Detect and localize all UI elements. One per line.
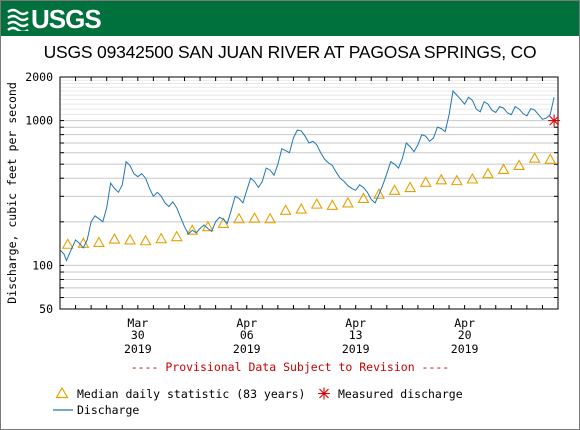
median-point bbox=[233, 212, 245, 224]
median-point bbox=[373, 188, 385, 199]
x-tick-label-year: 2019 bbox=[451, 342, 479, 356]
x-tick-label-month: Apr bbox=[345, 316, 366, 330]
usgs-logo[interactable]: USGS bbox=[7, 3, 102, 34]
median-point bbox=[513, 159, 526, 171]
median-point bbox=[201, 220, 214, 232]
legend-label-median: Median daily statistic (83 years) bbox=[77, 387, 305, 401]
measured-markers bbox=[548, 114, 561, 127]
y-tick-label: 2000 bbox=[25, 70, 53, 84]
measured-point bbox=[548, 114, 561, 127]
median-point bbox=[61, 238, 74, 249]
x-tick-label-year: 2019 bbox=[342, 342, 370, 356]
median-point bbox=[124, 233, 136, 245]
median-point bbox=[388, 184, 401, 195]
x-tick-label-year: 2019 bbox=[124, 342, 152, 356]
axis-ticks bbox=[59, 76, 559, 310]
y-axis-label: Discharge, cubic feet per second bbox=[5, 82, 19, 304]
median-point bbox=[139, 234, 152, 246]
median-point bbox=[466, 172, 479, 184]
x-tick-label-year: 2019 bbox=[233, 342, 261, 356]
legend-label-measured: Measured discharge bbox=[338, 387, 463, 401]
median-point bbox=[310, 197, 323, 209]
median-point bbox=[404, 181, 417, 193]
median-point bbox=[248, 212, 261, 223]
legend-item-measured: Measured discharge bbox=[318, 387, 463, 401]
median-point bbox=[295, 202, 308, 214]
legend: Median daily statistic (83 years) Measur… bbox=[53, 386, 463, 417]
x-tick-label-day: 30 bbox=[131, 328, 145, 342]
median-point bbox=[326, 199, 339, 210]
usgs-logo-text: USGS bbox=[31, 3, 102, 34]
chart-title: USGS 09342500 SAN JUAN RIVER AT PAGOSA S… bbox=[43, 42, 537, 62]
plot-area-border bbox=[59, 76, 559, 310]
y-tick-label: 1000 bbox=[25, 114, 53, 128]
usgs-wave-icon bbox=[7, 8, 29, 31]
median-point bbox=[435, 173, 448, 185]
median-point bbox=[108, 232, 121, 244]
median-markers bbox=[61, 152, 557, 249]
grid-lines bbox=[60, 76, 558, 310]
median-point bbox=[170, 230, 183, 242]
discharge-series-line bbox=[59, 89, 555, 262]
x-tick-label-month: Apr bbox=[236, 316, 257, 330]
median-point bbox=[279, 204, 292, 215]
median-point bbox=[92, 236, 105, 248]
median-point bbox=[482, 167, 494, 179]
median-point bbox=[544, 153, 557, 164]
y-tick-label: 50 bbox=[39, 302, 53, 316]
median-point bbox=[450, 174, 463, 186]
median-point bbox=[497, 163, 510, 174]
median-point bbox=[264, 212, 277, 224]
x-tick-label-month: Apr bbox=[454, 316, 475, 330]
median-point bbox=[528, 152, 541, 163]
median-point bbox=[155, 232, 168, 244]
measured-asterisk-icon bbox=[318, 387, 330, 400]
legend-item-median: Median daily statistic (83 years) bbox=[55, 386, 305, 401]
usgs-banner: USGS bbox=[1, 1, 579, 36]
x-tick-label-day: 20 bbox=[458, 328, 472, 342]
y-tick-labels: 50 100 1000 2000 bbox=[25, 70, 53, 316]
legend-item-discharge: Discharge bbox=[53, 403, 139, 417]
median-point bbox=[419, 176, 432, 187]
legend-label-discharge: Discharge bbox=[77, 403, 139, 417]
median-point bbox=[186, 224, 199, 235]
median-point bbox=[357, 192, 370, 203]
x-tick-label-month: Mar bbox=[127, 316, 148, 330]
provisional-note: ---- Provisional Data Subject to Revisio… bbox=[131, 360, 450, 374]
median-point bbox=[217, 217, 230, 228]
x-tick-label-day: 06 bbox=[240, 328, 254, 342]
median-point bbox=[341, 196, 354, 208]
x-tick-label-day: 13 bbox=[349, 328, 363, 342]
median-triangle-icon bbox=[55, 386, 69, 399]
y-tick-label: 100 bbox=[32, 258, 53, 272]
